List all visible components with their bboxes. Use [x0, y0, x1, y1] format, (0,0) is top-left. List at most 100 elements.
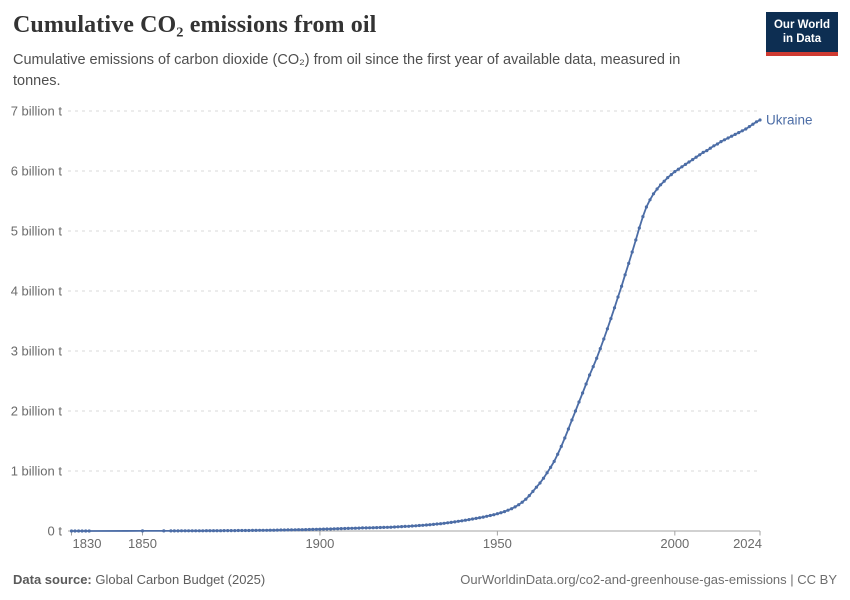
series-point — [641, 215, 645, 219]
series-point — [428, 523, 432, 527]
series-point — [605, 327, 610, 331]
series-point — [566, 427, 571, 431]
series-point — [329, 527, 333, 531]
series-point — [488, 513, 492, 518]
series-point — [431, 522, 436, 527]
series-point — [751, 122, 755, 126]
series-point — [758, 118, 762, 122]
series-point — [705, 149, 709, 153]
series-point — [368, 526, 372, 530]
series-point — [602, 337, 606, 341]
x-tick-label: 1900 — [305, 536, 334, 551]
series-point — [666, 176, 670, 180]
series-point — [712, 144, 716, 148]
series-point — [510, 507, 514, 511]
series-point — [332, 527, 336, 531]
series-point — [162, 529, 166, 533]
series-point — [520, 500, 524, 504]
series-point — [627, 261, 631, 265]
series-point — [733, 132, 737, 136]
series-point — [389, 525, 393, 529]
y-tick-label: 6 billion t — [11, 164, 63, 179]
series-point — [183, 529, 187, 533]
series-point — [222, 529, 226, 533]
series-point — [453, 520, 457, 524]
footer-link[interactable]: OurWorldinData.org/co2-and-greenhouse-ga… — [460, 572, 837, 587]
series-point — [396, 525, 400, 529]
series-point — [410, 524, 414, 528]
series-point — [680, 165, 684, 169]
series-point — [194, 529, 198, 533]
series-point — [304, 528, 308, 532]
x-tick-label: 2000 — [660, 536, 689, 551]
entity-label: Ukraine — [766, 113, 813, 128]
series-point — [307, 527, 311, 532]
series-point — [673, 170, 677, 174]
series-point — [485, 514, 489, 518]
series-point — [300, 528, 304, 532]
series-point — [730, 134, 734, 138]
y-tick-label: 3 billion t — [11, 344, 63, 359]
series-point — [446, 521, 450, 525]
series-point — [694, 155, 698, 159]
series-point — [364, 526, 368, 530]
series-point — [495, 512, 499, 516]
series-point — [169, 529, 173, 533]
owid-logo[interactable]: Our World in Data — [765, 12, 838, 56]
series-point — [414, 524, 418, 528]
series-point — [286, 528, 290, 532]
series-point — [737, 131, 741, 135]
series-point — [744, 127, 748, 131]
series-point — [201, 529, 205, 533]
series-point — [297, 528, 301, 532]
series-point — [531, 489, 535, 493]
series-point — [527, 494, 531, 498]
x-tick-label: 2024 — [733, 536, 762, 551]
series-point — [513, 505, 517, 509]
x-tick-label: 1850 — [128, 536, 157, 551]
chart-title: Cumulative CO₂ emissions from oil — [13, 12, 377, 38]
series-point — [463, 518, 467, 522]
series-point — [612, 306, 617, 310]
series-point — [360, 526, 365, 530]
series-point — [318, 527, 322, 531]
chart-footer: Data source: Global Carbon Budget (2025)… — [13, 572, 837, 587]
series-point — [552, 459, 556, 463]
series-point — [651, 192, 656, 196]
series-point — [499, 511, 503, 515]
series-point — [233, 529, 237, 533]
series-point — [708, 146, 712, 150]
series-point — [336, 527, 340, 531]
series-point — [541, 476, 546, 480]
series-point — [357, 526, 361, 530]
logo-text-line1: Our World — [773, 19, 830, 31]
series-point — [268, 528, 272, 532]
series-point — [73, 529, 77, 533]
series-point — [279, 528, 283, 532]
series-point — [69, 529, 74, 533]
series-point — [609, 317, 613, 321]
series-point — [392, 525, 397, 529]
series-point — [172, 529, 176, 533]
series-point — [620, 284, 624, 288]
series-point — [261, 528, 265, 532]
series-point — [556, 452, 560, 456]
series-point — [321, 527, 326, 531]
series-point — [524, 497, 528, 501]
series-point — [226, 529, 230, 533]
y-tick-label: 2 billion t — [11, 404, 63, 419]
series-point — [687, 160, 691, 164]
y-tick-label: 5 billion t — [11, 224, 63, 239]
series-point — [481, 515, 485, 519]
series-point — [449, 520, 453, 525]
series-point — [339, 527, 343, 531]
series-point — [176, 529, 180, 533]
series-point — [719, 140, 723, 144]
series-point — [577, 400, 581, 404]
series-point — [254, 528, 258, 533]
series-point — [275, 528, 279, 532]
series-point — [595, 356, 599, 360]
series-point — [655, 187, 659, 191]
series-point — [698, 153, 702, 157]
